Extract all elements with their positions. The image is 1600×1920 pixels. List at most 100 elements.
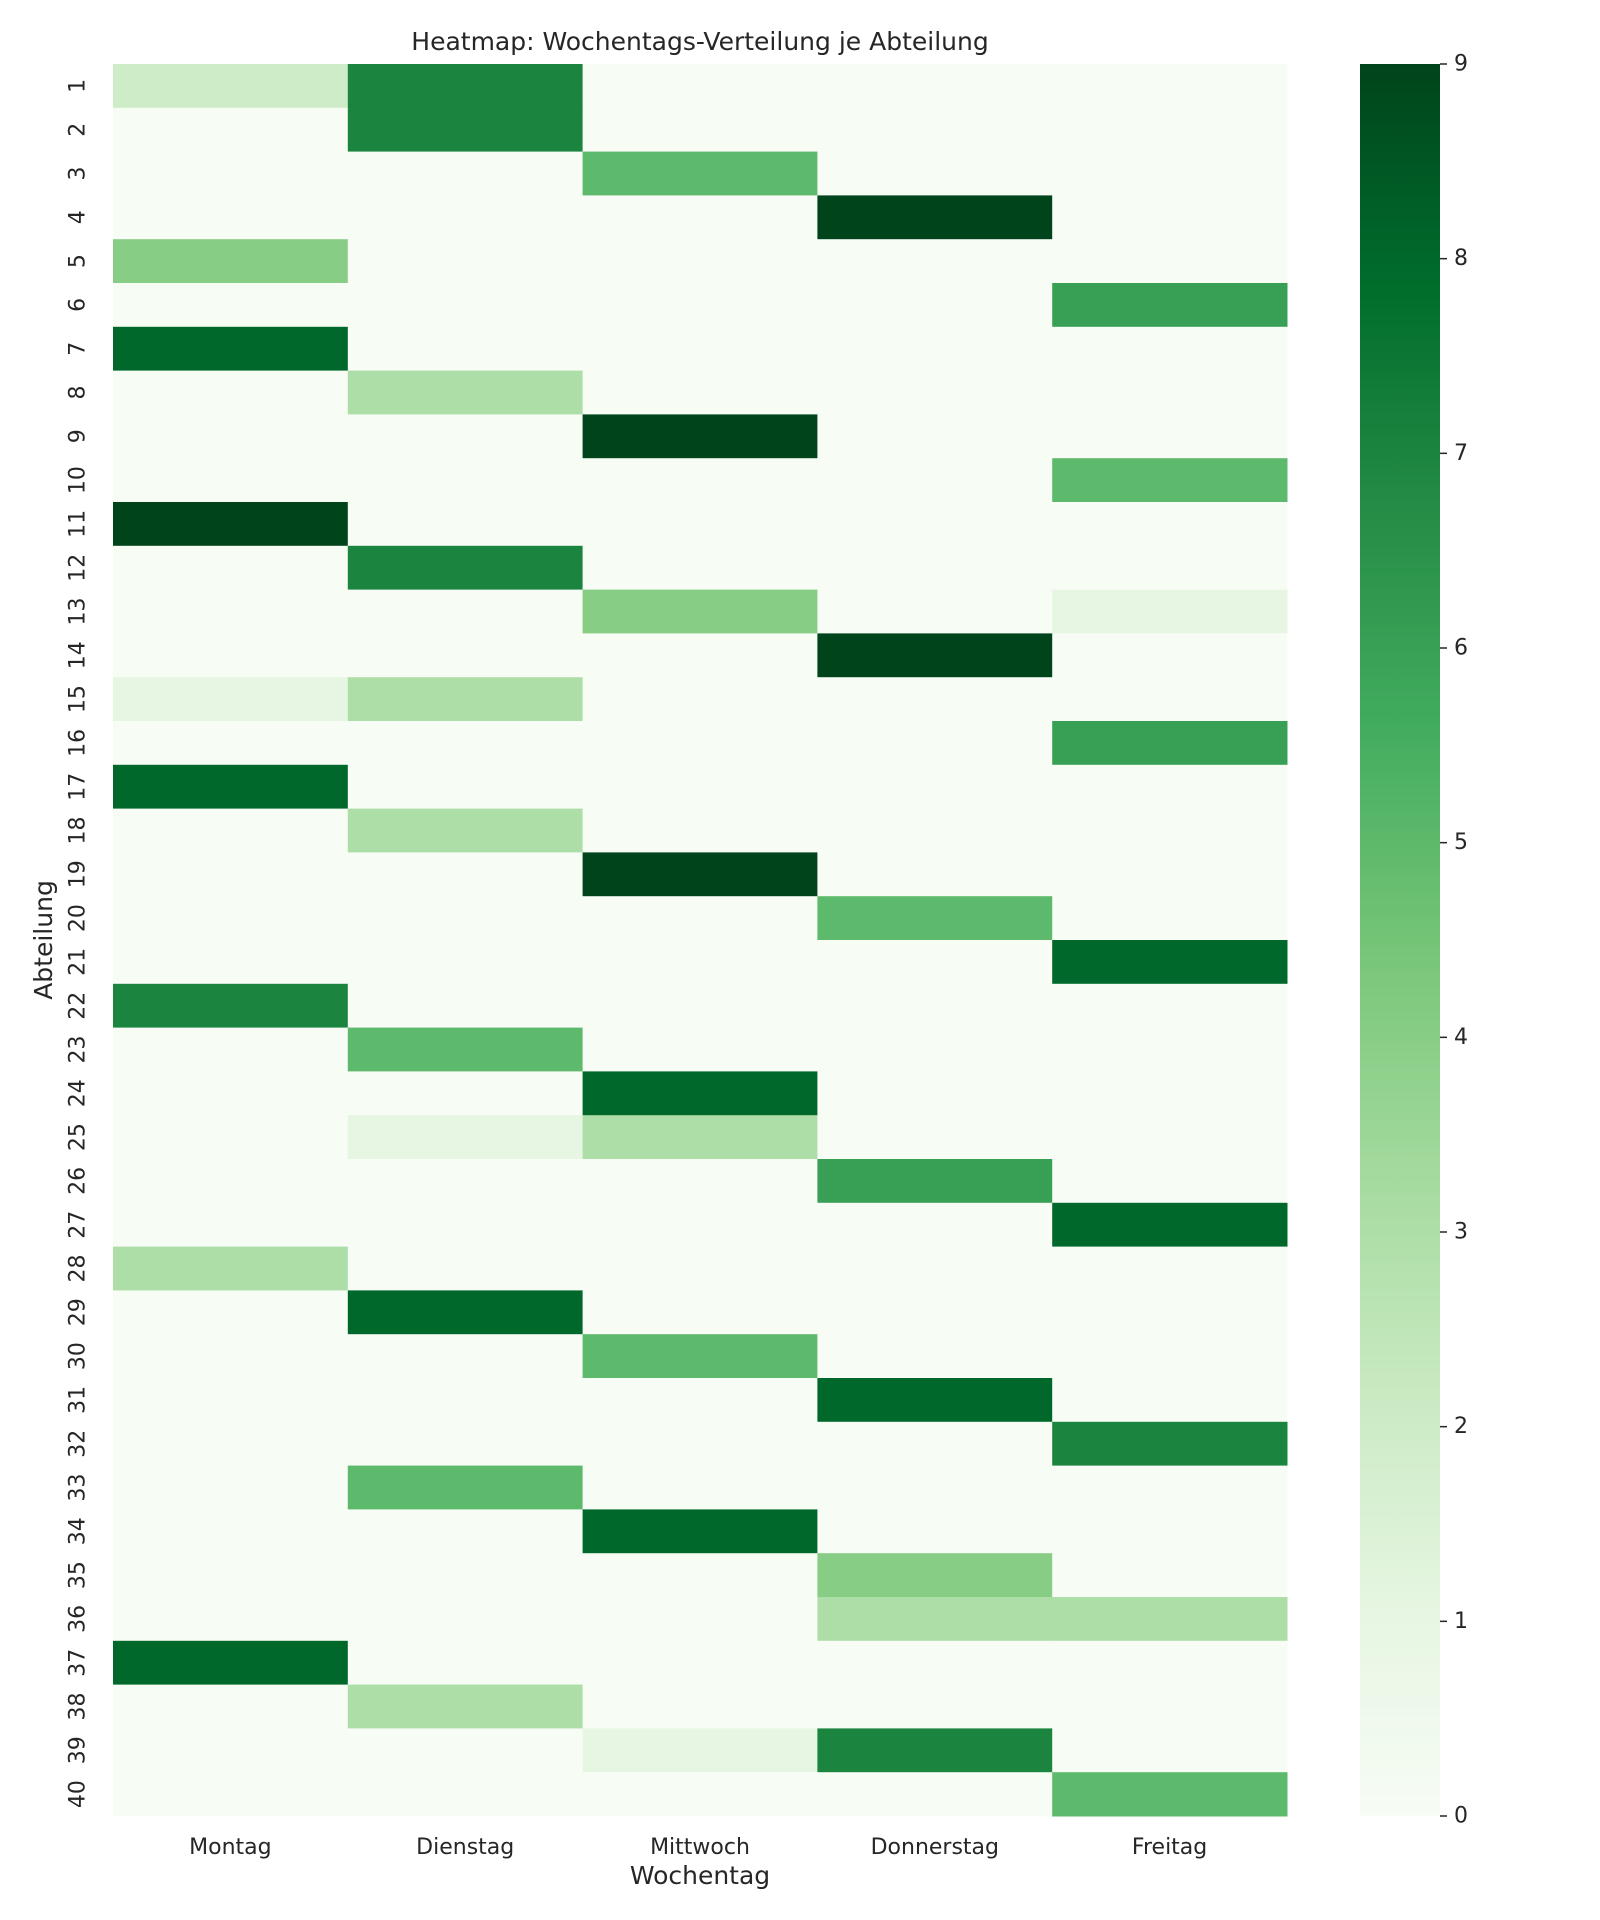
heatmap-cell: [817, 1334, 1053, 1379]
heatmap-cell: [1052, 589, 1288, 634]
heatmap-cell: [817, 940, 1053, 985]
heatmap-cell: [113, 370, 349, 415]
colorbar-tick-label: 0: [1454, 1804, 1468, 1829]
heatmap-cell: [582, 283, 818, 328]
heatmap-cell: [817, 1597, 1053, 1642]
y-tick-label: 40: [66, 1780, 91, 1808]
heatmap-cell: [582, 852, 818, 897]
heatmap-cell: [1052, 283, 1288, 328]
y-tick-label: 31: [66, 1386, 91, 1414]
heatmap-cell: [1052, 852, 1288, 897]
y-tick-label: 19: [66, 860, 91, 888]
heatmap-cell: [1052, 1027, 1288, 1072]
heatmap-cell: [113, 896, 349, 941]
heatmap-cell: [347, 633, 584, 678]
y-tick-label: 17: [66, 773, 91, 801]
heatmap-cell: [347, 721, 584, 766]
heatmap-cell: [817, 808, 1053, 853]
heatmap-cell: [817, 1772, 1053, 1817]
heatmap-cell: [113, 589, 349, 634]
heatmap-cell: [113, 1597, 349, 1642]
heatmap-cell: [817, 458, 1053, 503]
heatmap-cell: [113, 764, 349, 810]
heatmap-cell: [1052, 370, 1288, 415]
heatmap-cell: [1052, 1071, 1288, 1116]
heatmap-cell: [113, 1421, 349, 1467]
heatmap-cell: [582, 195, 818, 240]
y-tick-label: 18: [66, 817, 91, 845]
y-tick-label: 14: [66, 641, 91, 669]
heatmap-cell: [347, 1246, 584, 1291]
heatmap-cell: [347, 1027, 584, 1072]
heatmap-cell: [582, 1071, 818, 1116]
y-tick-label: 16: [66, 729, 91, 757]
x-tick-label: Montag: [189, 1835, 271, 1860]
heatmap-cell: [113, 545, 349, 591]
heatmap-cell: [817, 107, 1053, 153]
heatmap-cell: [817, 370, 1053, 415]
heatmap-cell: [347, 1553, 584, 1598]
heatmap-cell: [113, 107, 349, 153]
y-tick-label: 36: [66, 1605, 91, 1633]
heatmap-cell: [347, 896, 584, 941]
heatmap-cell: [113, 940, 349, 985]
heatmap-cell: [347, 414, 584, 459]
heatmap-cell: [113, 64, 349, 109]
heatmap-cell: [113, 1378, 349, 1423]
heatmap-cell: [582, 940, 818, 985]
x-tick-labels: Montag Dienstag Mittwoch Donnerstag Freitag: [189, 1835, 1207, 1860]
heatmap-cell: [1052, 808, 1288, 853]
heatmap-cell: [582, 1421, 818, 1467]
heatmap-cell: [347, 589, 584, 634]
heatmap-cell: [817, 1202, 1053, 1248]
heatmap-cell: [347, 545, 584, 591]
heatmap-cell: [347, 808, 584, 853]
heatmap-cell: [817, 1465, 1053, 1510]
heatmap-cell: [817, 414, 1053, 459]
y-tick-label: 25: [66, 1123, 91, 1151]
heatmap-cell: [113, 1115, 349, 1160]
y-tick-label: 13: [66, 598, 91, 626]
y-axis-label: Abteilung: [29, 880, 58, 1000]
heatmap-cell: [113, 1772, 349, 1817]
heatmap-cell: [582, 896, 818, 941]
heatmap-cell: [347, 1115, 584, 1160]
heatmap-cell: [582, 1202, 818, 1248]
heatmap-cell: [347, 1421, 584, 1467]
heatmap-cell: [1052, 1421, 1288, 1467]
heatmap-cell: [113, 808, 349, 853]
y-tick-labels: 1234567891011121314151617181920212223242…: [66, 79, 91, 1808]
heatmap-cell: [347, 764, 584, 810]
heatmap-cell: [1052, 1115, 1288, 1160]
heatmap-cell: [817, 589, 1053, 634]
heatmap-cell: [582, 1465, 818, 1510]
heatmap-cell: [817, 1290, 1053, 1335]
heatmap-cell: [347, 940, 584, 985]
heatmap-cell: [113, 1728, 349, 1773]
heatmap-cell: [582, 414, 818, 459]
heatmap-cell: [113, 633, 349, 678]
heatmap-cell: [1052, 721, 1288, 766]
y-tick-label: 39: [66, 1736, 91, 1764]
heatmap-cell: [1052, 633, 1288, 678]
y-tick-label: 24: [66, 1079, 91, 1107]
heatmap-cell: [347, 1159, 584, 1204]
y-tick-label: 9: [66, 429, 91, 443]
y-tick-label: 21: [66, 948, 91, 976]
heatmap-cell: [113, 239, 349, 284]
heatmap-cell: [817, 283, 1053, 328]
heatmap-cell: [1052, 1159, 1288, 1204]
heatmap-cell: [582, 1509, 818, 1554]
y-tick-label: 38: [66, 1693, 91, 1721]
colorbar-tick-label: 1: [1454, 1609, 1468, 1634]
heatmap-cell: [347, 195, 584, 240]
y-tick-label: 1: [66, 79, 91, 93]
heatmap-cell: [113, 326, 349, 372]
heatmap-cell: [347, 502, 584, 547]
heatmap-cell: [582, 64, 818, 109]
heatmap-cell: [113, 458, 349, 503]
y-tick-label: 33: [66, 1474, 91, 1502]
y-tick-label: 29: [66, 1298, 91, 1326]
heatmap-cell: [347, 326, 584, 372]
heatmap-cell: [582, 1684, 818, 1729]
